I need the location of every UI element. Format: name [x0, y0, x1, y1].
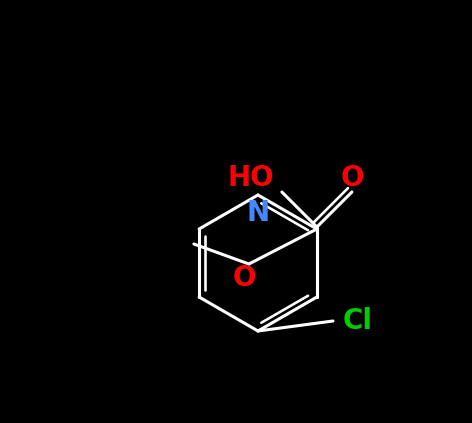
Text: HO: HO [227, 164, 274, 192]
Text: N: N [246, 199, 270, 227]
Text: O: O [340, 164, 363, 192]
Text: Cl: Cl [343, 307, 373, 335]
Text: O: O [232, 264, 256, 292]
